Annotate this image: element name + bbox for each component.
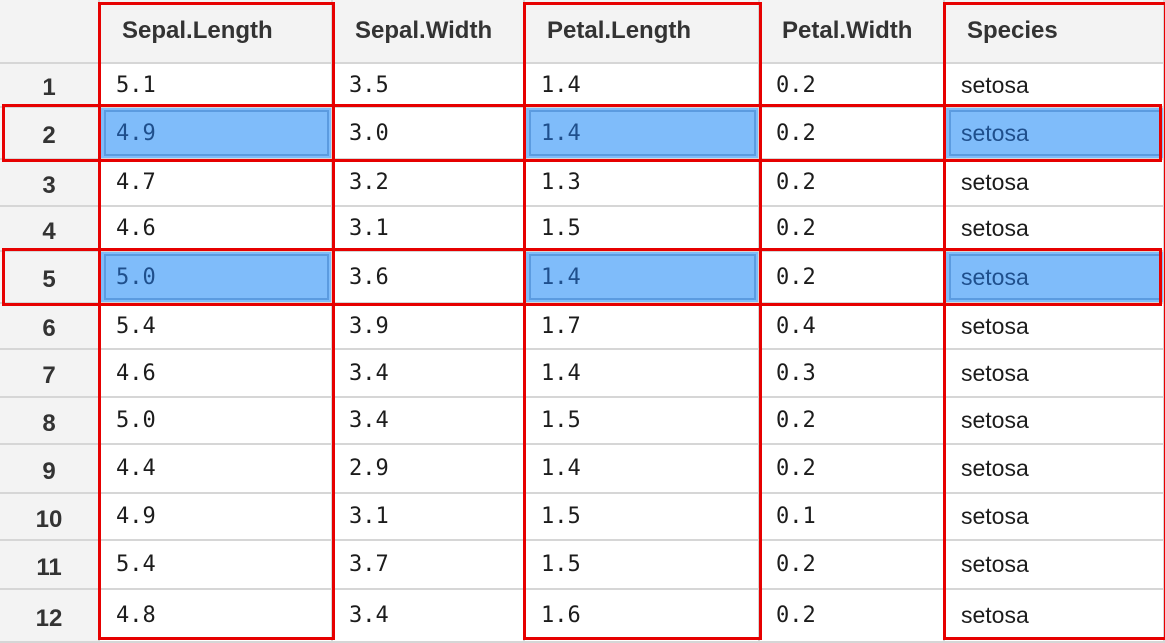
table-cell[interactable]: 5.4	[100, 304, 333, 350]
table-cell[interactable]: 1.4	[525, 64, 760, 108]
table-cell[interactable]: 5.1	[100, 64, 333, 108]
selected-cell[interactable]: setosa	[945, 252, 1165, 304]
selected-cell[interactable]: 1.4	[525, 252, 760, 304]
table-cell[interactable]: 0.1	[760, 494, 945, 541]
table-cell[interactable]: setosa	[945, 160, 1165, 207]
table-cell[interactable]: 4.9	[100, 494, 333, 541]
row-header[interactable]: 10	[0, 494, 100, 541]
table-cell[interactable]: 0.2	[760, 590, 945, 643]
column-header-sepal-length[interactable]: Sepal.Length	[100, 0, 333, 64]
table-cell[interactable]: 3.5	[333, 64, 525, 108]
table-cell[interactable]: 0.2	[760, 160, 945, 207]
row-header[interactable]: 7	[0, 350, 100, 398]
column-header-sepal-width[interactable]: Sepal.Width	[333, 0, 525, 64]
row-header[interactable]: 9	[0, 445, 100, 494]
table-cell[interactable]: 1.3	[525, 160, 760, 207]
row-header[interactable]: 11	[0, 541, 100, 590]
table-cell[interactable]: 1.5	[525, 494, 760, 541]
column-header-petal-length[interactable]: Petal.Length	[525, 0, 760, 64]
table-cell[interactable]: 4.8	[100, 590, 333, 643]
table-cell[interactable]: 0.2	[760, 541, 945, 590]
row-header[interactable]: 1	[0, 64, 100, 108]
column-header-species[interactable]: Species	[945, 0, 1165, 64]
row-header[interactable]: 12	[0, 590, 100, 643]
table-cell[interactable]: 3.2	[333, 160, 525, 207]
table-cell[interactable]: setosa	[945, 350, 1165, 398]
table-cell[interactable]: 4.7	[100, 160, 333, 207]
table-cell[interactable]: 5.0	[100, 398, 333, 445]
table-cell[interactable]: 1.5	[525, 398, 760, 445]
table-cell[interactable]: 5.4	[100, 541, 333, 590]
table-cell[interactable]: 3.1	[333, 207, 525, 252]
selected-cell[interactable]: setosa	[945, 108, 1165, 160]
table-cell[interactable]: 0.2	[760, 252, 945, 304]
table-cell[interactable]: setosa	[945, 398, 1165, 445]
table-cell[interactable]: setosa	[945, 494, 1165, 541]
table-cell[interactable]: 0.2	[760, 64, 945, 108]
table-cell[interactable]: 0.2	[760, 398, 945, 445]
table-cell[interactable]: 4.6	[100, 207, 333, 252]
table-cell[interactable]: 0.2	[760, 108, 945, 160]
table-cell[interactable]: 1.7	[525, 304, 760, 350]
table-cell[interactable]: setosa	[945, 445, 1165, 494]
table-cell[interactable]: 3.6	[333, 252, 525, 304]
table-cell[interactable]: 1.6	[525, 590, 760, 643]
table-cell[interactable]: setosa	[945, 541, 1165, 590]
row-header[interactable]: 3	[0, 160, 100, 207]
table-cell[interactable]: 1.4	[525, 350, 760, 398]
table-cell[interactable]: 3.1	[333, 494, 525, 541]
table-cell[interactable]: 4.4	[100, 445, 333, 494]
table-cell[interactable]: setosa	[945, 207, 1165, 252]
table-cell[interactable]: 0.4	[760, 304, 945, 350]
table-cell[interactable]: 3.0	[333, 108, 525, 160]
table-cell[interactable]: 0.2	[760, 445, 945, 494]
table-cell[interactable]: setosa	[945, 64, 1165, 108]
table-cell[interactable]: 2.9	[333, 445, 525, 494]
table-cell[interactable]: 0.3	[760, 350, 945, 398]
table-cell[interactable]: 1.5	[525, 207, 760, 252]
selected-cell[interactable]: 1.4	[525, 108, 760, 160]
row-header[interactable]: 4	[0, 207, 100, 252]
table-cell[interactable]: 1.5	[525, 541, 760, 590]
table-cell[interactable]: 3.7	[333, 541, 525, 590]
row-header[interactable]: 5	[0, 252, 100, 304]
row-header[interactable]: 6	[0, 304, 100, 350]
table-cell[interactable]: 0.2	[760, 207, 945, 252]
column-header-petal-width[interactable]: Petal.Width	[760, 0, 945, 64]
table-cell[interactable]: 3.4	[333, 590, 525, 643]
table-cell[interactable]: 4.6	[100, 350, 333, 398]
table-cell[interactable]: 3.4	[333, 350, 525, 398]
table-cell[interactable]: 1.4	[525, 445, 760, 494]
grid-corner	[0, 0, 100, 64]
table-cell[interactable]: setosa	[945, 304, 1165, 350]
row-header[interactable]: 2	[0, 108, 100, 160]
table-cell[interactable]: 3.4	[333, 398, 525, 445]
selected-cell[interactable]: 4.9	[100, 108, 333, 160]
row-header[interactable]: 8	[0, 398, 100, 445]
selected-cell[interactable]: 5.0	[100, 252, 333, 304]
table-cell[interactable]: 3.9	[333, 304, 525, 350]
table-cell[interactable]: setosa	[945, 590, 1165, 643]
